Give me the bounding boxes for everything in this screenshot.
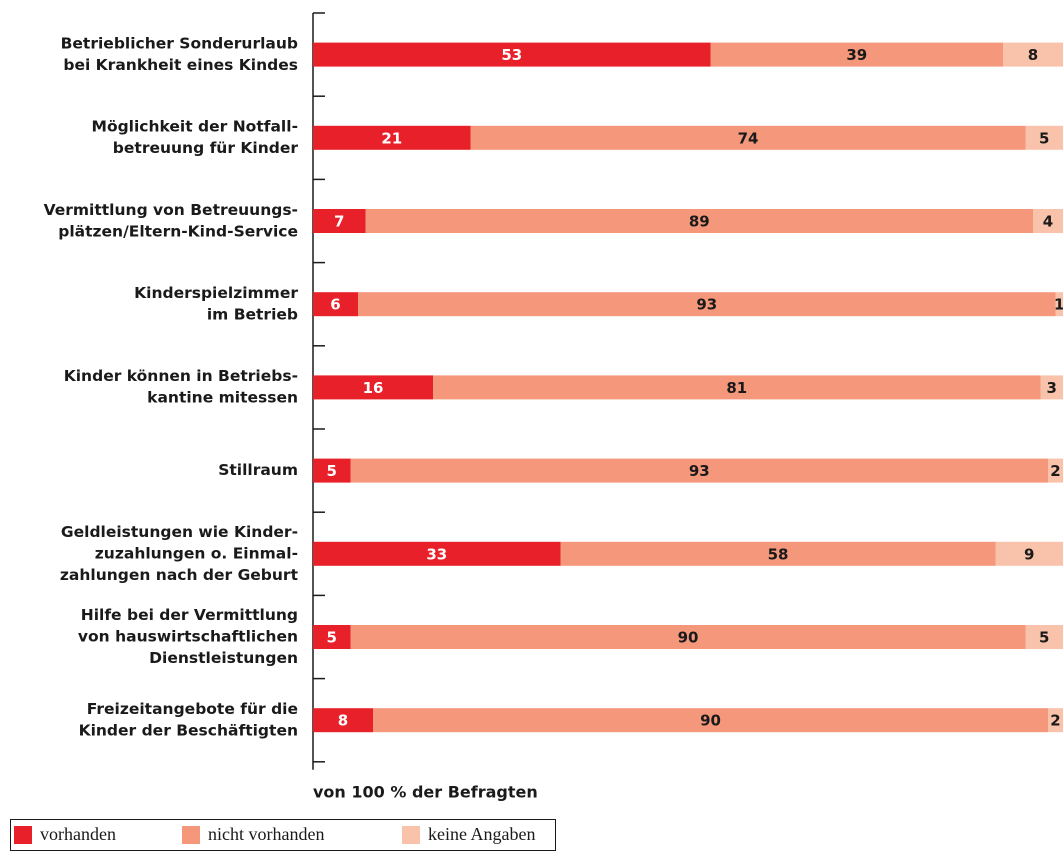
category-label: Freizeitangebote für die	[87, 700, 298, 718]
bar-segment	[1025, 625, 1063, 649]
category-label: Stillraum	[218, 461, 298, 479]
bar-segment	[560, 541, 996, 566]
value-label: 5	[327, 629, 337, 647]
category-label: betreuung für Kinder	[113, 139, 299, 157]
legend-label: vorhanden	[40, 824, 116, 844]
value-label: 39	[846, 46, 867, 64]
value-label: 33	[426, 545, 447, 563]
bar-segment	[1055, 292, 1063, 317]
bar-segment	[313, 292, 358, 317]
bar-segment	[470, 125, 1026, 150]
bar-segment	[365, 209, 1033, 233]
category-label: zahlungen nach der Geburt	[60, 566, 299, 584]
value-label: 5	[1039, 629, 1049, 647]
legend-swatch	[402, 826, 420, 844]
bar-segment	[1040, 375, 1063, 400]
value-label: 58	[768, 545, 789, 563]
category-label: Möglichkeit der Notfall-	[92, 118, 298, 136]
bar-segment	[313, 541, 561, 566]
x-axis-label: von 100 % der Befragten	[313, 783, 538, 802]
bar-segment	[433, 375, 1041, 400]
legend-swatch	[14, 826, 32, 844]
bar-segment	[313, 209, 366, 233]
bar-segment	[313, 42, 711, 67]
bar-segment	[1048, 708, 1063, 733]
bar-segment	[1048, 458, 1063, 483]
bar-segment	[710, 42, 1003, 67]
value-label: 9	[1024, 545, 1034, 563]
value-label: 21	[381, 129, 402, 147]
bar-segment	[350, 625, 1026, 649]
value-label: 90	[700, 712, 721, 730]
bar-segment	[313, 375, 433, 400]
legend-swatch	[182, 826, 200, 844]
value-label: 7	[334, 213, 344, 231]
value-label: 3	[1047, 379, 1057, 397]
bar-segment	[313, 458, 351, 483]
value-label: 1	[1054, 296, 1063, 314]
category-label: Betrieblicher Sonderurlaub	[61, 34, 298, 52]
value-label: 93	[696, 296, 717, 314]
bar-segment	[313, 125, 471, 150]
category-label: Geldleistungen wie Kinder-	[61, 523, 298, 541]
category-label: Hilfe bei der Vermittlung	[81, 606, 298, 624]
value-label: 2	[1050, 712, 1060, 730]
bar-segment	[1033, 209, 1063, 233]
bar-segment	[1003, 42, 1063, 67]
value-label: 6	[330, 296, 340, 314]
bar-segment	[358, 292, 1056, 317]
value-label: 2	[1050, 462, 1060, 480]
category-label: Vermittlung von Betreuungs-	[44, 201, 298, 219]
category-label: Dienstleistungen	[149, 649, 298, 667]
legend-box	[10, 819, 556, 851]
category-label: von hauswirtschaftlichen	[78, 628, 298, 646]
bar-segment	[995, 541, 1063, 566]
category-label: plätzen/Eltern-Kind-Service	[58, 222, 298, 240]
category-label: kantine mitessen	[147, 389, 298, 407]
value-label: 81	[726, 379, 747, 397]
category-label: Kinderspielzimmer	[134, 284, 298, 302]
legend-label: keine Angaben	[428, 824, 535, 844]
value-label: 4	[1043, 213, 1053, 231]
value-label: 53	[501, 46, 522, 64]
bar-segment	[313, 708, 373, 733]
value-label: 5	[1039, 129, 1049, 147]
category-label: Kinder der Beschäftigten	[79, 721, 298, 739]
bar-segment	[350, 458, 1048, 483]
legend-label: nicht vorhanden	[208, 824, 324, 844]
value-label: 8	[338, 712, 348, 730]
value-label: 74	[738, 129, 759, 147]
value-label: 8	[1028, 46, 1038, 64]
category-label: bei Krankheit eines Kindes	[63, 56, 298, 74]
bar-segment	[373, 708, 1048, 733]
category-label: im Betrieb	[207, 305, 298, 323]
value-label: 93	[689, 462, 710, 480]
value-label: 89	[689, 213, 710, 231]
value-label: 5	[327, 462, 337, 480]
value-label: 90	[678, 629, 699, 647]
value-label: 16	[363, 379, 384, 397]
bar-segment	[313, 625, 351, 649]
category-label: Kinder können in Betriebs-	[64, 367, 298, 385]
bar-segment	[1025, 125, 1063, 150]
category-label: zuzahlungen o. Einmal-	[95, 544, 298, 562]
